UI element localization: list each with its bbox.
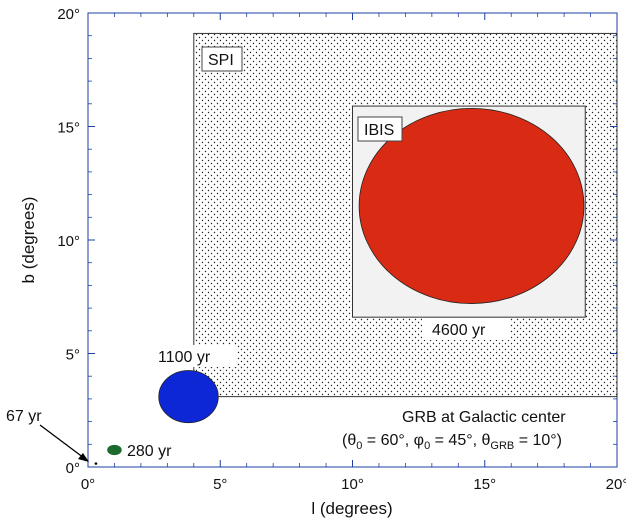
- arrow-67yr: [39, 424, 85, 459]
- source-label-1100yr: 1100 yr: [158, 349, 211, 366]
- spi-label: SPI: [208, 52, 234, 69]
- source-4600yr: [358, 107, 585, 304]
- x-tick-label: 0°: [81, 476, 95, 493]
- source-label-67yr: 67 yr: [6, 408, 42, 425]
- arrow-67yr-head: [78, 453, 89, 462]
- y-tick-label: 10°: [57, 233, 80, 250]
- y-tick-label: 15°: [57, 120, 80, 137]
- ibis-label: IBIS: [364, 122, 394, 139]
- axes: 0°0° 5° 5° 10° 10° 15° 15° 20° 20°: [57, 6, 626, 493]
- x-axis-title: l (degrees): [311, 499, 392, 518]
- x-tick-label: 15°: [473, 476, 496, 493]
- y-tick-label: 0°: [66, 460, 80, 477]
- y-tick-label: 5°: [66, 347, 80, 364]
- source-label-4600yr: 4600 yr: [432, 322, 486, 339]
- y-axis-title: b (degrees): [19, 197, 38, 284]
- source-67yr: [94, 462, 98, 465]
- source-1100yr: [158, 370, 219, 424]
- x-tick-label: 10°: [341, 476, 364, 493]
- annotation-line1: GRB at Galactic center: [402, 409, 566, 426]
- source-label-280yr: 280 yr: [127, 443, 172, 460]
- source-280yr: [107, 444, 122, 456]
- x-tick-label: 20°: [606, 476, 626, 493]
- sources: [94, 107, 585, 465]
- ibis-label-box: IBIS: [357, 116, 403, 142]
- x-tick-label: 5°: [213, 476, 227, 493]
- annotation-line2: (θ0 = 60°, φ0 = 45°, θGRB = 10°): [342, 432, 562, 452]
- y-tick-label: 20°: [57, 6, 80, 23]
- spi-label-box: SPI: [201, 46, 243, 72]
